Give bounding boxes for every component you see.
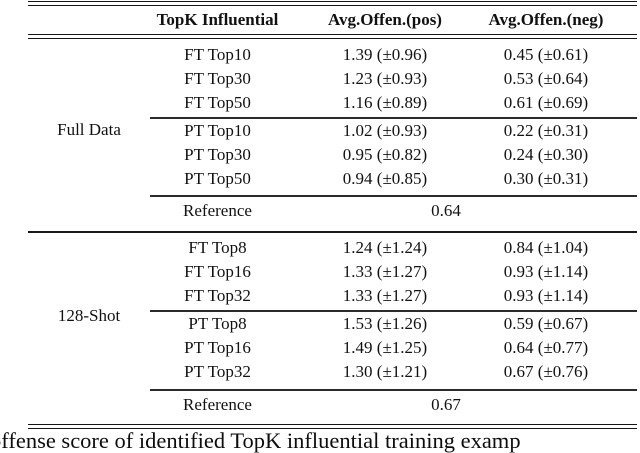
table-row: FT Top32 1.33 (±1.27) 0.93 (±1.14) bbox=[28, 284, 637, 308]
cell-pos: 1.39 (±0.96) bbox=[342, 45, 428, 64]
cmidrule bbox=[150, 195, 637, 197]
cell-topk: PT Top50 bbox=[184, 169, 251, 188]
section-full-data: Full Data FT Top10 1.39 (±0.96) 0.45 (±0… bbox=[28, 39, 637, 231]
cell-pos: 1.33 (±1.27) bbox=[342, 286, 428, 305]
cell-neg: 0.30 (±0.31) bbox=[503, 169, 589, 188]
cell-topk: PT Top32 bbox=[184, 362, 251, 381]
table-row: PT Top10 1.02 (±0.93) 0.22 (±0.31) bbox=[28, 119, 637, 143]
table-row: FT Top30 1.23 (±0.93) 0.53 (±0.64) bbox=[28, 67, 637, 91]
table-row: FT Top10 1.39 (±0.96) 0.45 (±0.61) bbox=[28, 43, 637, 67]
cell-topk: PT Top10 bbox=[184, 121, 251, 140]
col-header-group bbox=[28, 6, 150, 34]
cell-pos: 1.24 (±1.24) bbox=[342, 238, 428, 257]
cell-topk: FT Top16 bbox=[184, 262, 251, 281]
cell-pos: 1.02 (±0.93) bbox=[342, 121, 428, 140]
cell-neg: 0.61 (±0.69) bbox=[503, 93, 589, 112]
cell-topk: FT Top32 bbox=[184, 286, 251, 305]
header-rule bbox=[28, 34, 637, 39]
cell-neg: 0.64 (±0.77) bbox=[503, 338, 589, 357]
reference-row: Reference 0.67 bbox=[28, 391, 637, 419]
reference-row: Reference 0.64 bbox=[28, 197, 637, 225]
cell-pos: 0.95 (±0.82) bbox=[342, 145, 428, 164]
cell-pos: 1.53 (±1.26) bbox=[342, 314, 428, 333]
cell-neg: 0.45 (±0.61) bbox=[503, 45, 589, 64]
section-128-shot: 128-Shot FT Top8 1.24 (±1.24) 0.84 (±1.0… bbox=[28, 233, 637, 424]
results-table: TopK Influential Avg.Offen.(pos) Avg.Off… bbox=[28, 1, 637, 429]
cmidrule bbox=[150, 117, 637, 119]
cell-neg: 0.93 (±1.14) bbox=[503, 262, 589, 281]
cell-pos: 1.16 (±0.89) bbox=[342, 93, 428, 112]
cell-neg: 0.22 (±0.31) bbox=[503, 121, 589, 140]
reference-value: 0.64 bbox=[431, 201, 461, 220]
group-label-128-shot: 128-Shot bbox=[57, 306, 121, 325]
cell-neg: 0.67 (±0.76) bbox=[503, 362, 589, 381]
cell-topk: FT Top50 bbox=[184, 93, 251, 112]
cell-topk: PT Top8 bbox=[188, 314, 247, 333]
cmidrule bbox=[150, 310, 637, 312]
table-row: PT Top30 0.95 (±0.82) 0.24 (±0.30) bbox=[28, 143, 637, 167]
reference-label: Reference bbox=[183, 201, 252, 220]
table-row: PT Top16 1.49 (±1.25) 0.64 (±0.77) bbox=[28, 336, 637, 360]
col-header-topk: TopK Influential bbox=[156, 10, 279, 29]
bottom-rule bbox=[28, 424, 637, 429]
table-header-row: TopK Influential Avg.Offen.(pos) Avg.Off… bbox=[28, 6, 637, 34]
section-divider bbox=[28, 231, 637, 233]
reference-value: 0.67 bbox=[431, 395, 461, 414]
cell-neg: 0.24 (±0.30) bbox=[503, 145, 589, 164]
cell-neg: 0.53 (±0.64) bbox=[503, 69, 589, 88]
cell-pos: 0.94 (±0.85) bbox=[342, 169, 428, 188]
cell-topk: FT Top30 bbox=[184, 69, 251, 88]
cell-neg: 0.59 (±0.67) bbox=[503, 314, 589, 333]
table-caption: offense score of identified TopK influen… bbox=[0, 428, 521, 453]
col-header-neg: Avg.Offen.(neg) bbox=[488, 10, 604, 29]
cell-pos: 1.49 (±1.25) bbox=[342, 338, 428, 357]
cell-topk: FT Top10 bbox=[184, 45, 251, 64]
top-rule bbox=[28, 1, 637, 6]
reference-label: Reference bbox=[183, 395, 252, 414]
cell-neg: 0.93 (±1.14) bbox=[503, 286, 589, 305]
cell-pos: 1.23 (±0.93) bbox=[342, 69, 428, 88]
group-label-full-data: Full Data bbox=[57, 120, 121, 139]
cell-pos: 1.33 (±1.27) bbox=[342, 262, 428, 281]
col-header-pos: Avg.Offen.(pos) bbox=[328, 10, 442, 29]
table-row: PT Top8 1.53 (±1.26) 0.59 (±0.67) bbox=[28, 312, 637, 336]
cell-topk: FT Top8 bbox=[188, 238, 247, 257]
table-row: FT Top50 1.16 (±0.89) 0.61 (±0.69) bbox=[28, 91, 637, 115]
cell-pos: 1.30 (±1.21) bbox=[342, 362, 428, 381]
table-row: PT Top32 1.30 (±1.21) 0.67 (±0.76) bbox=[28, 360, 637, 384]
cell-topk: PT Top16 bbox=[184, 338, 251, 357]
cmidrule bbox=[150, 389, 637, 391]
table-row: FT Top8 1.24 (±1.24) 0.84 (±1.04) bbox=[28, 236, 637, 260]
table-row: FT Top16 1.33 (±1.27) 0.93 (±1.14) bbox=[28, 260, 637, 284]
table-row: PT Top50 0.94 (±0.85) 0.30 (±0.31) bbox=[28, 167, 637, 191]
cell-neg: 0.84 (±1.04) bbox=[503, 238, 589, 257]
cell-topk: PT Top30 bbox=[184, 145, 251, 164]
